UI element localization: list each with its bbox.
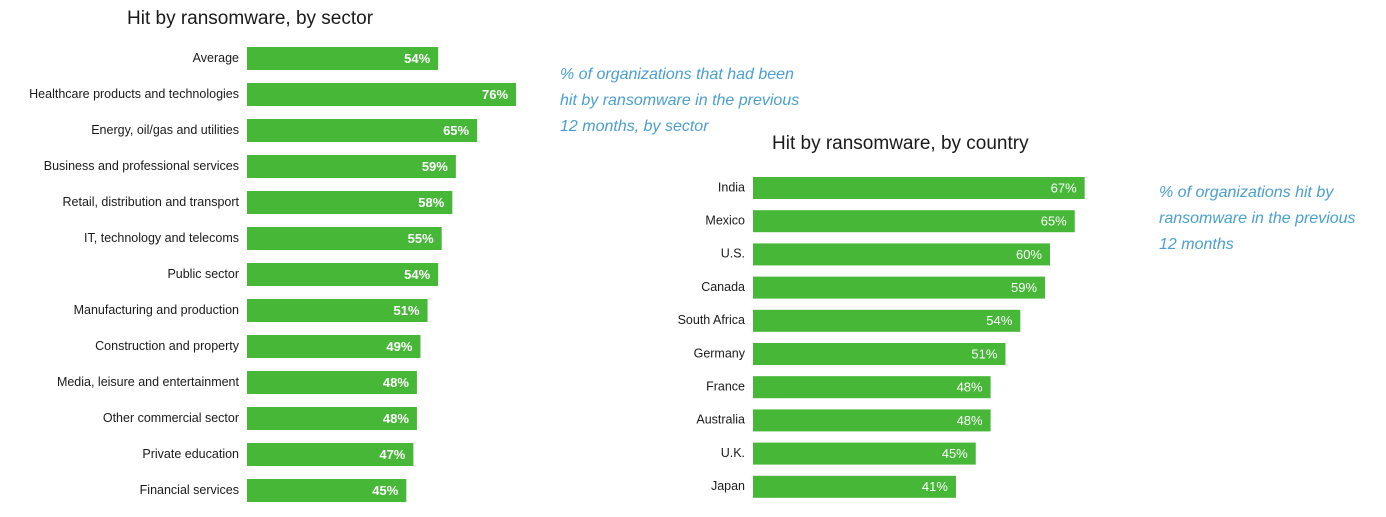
- sector-value-label: 55%: [408, 231, 434, 246]
- sector-bar: [247, 335, 421, 358]
- country-value-label: 59%: [1011, 280, 1037, 295]
- sector-chart-title: Hit by ransomware, by sector: [127, 8, 374, 29]
- sector-note-line: 12 months, by sector: [560, 118, 709, 135]
- sector-category-label: Healthcare products and technologies: [29, 87, 239, 101]
- sector-value-label: 51%: [394, 303, 420, 318]
- sector-category-label: Retail, distribution and transport: [63, 195, 240, 209]
- sector-value-label: 49%: [386, 339, 412, 354]
- country-category-label: Australia: [696, 413, 745, 427]
- sector-category-label: Other commercial sector: [103, 411, 239, 425]
- sector-bar: [247, 407, 417, 430]
- sector-bar: [247, 155, 456, 178]
- sector-value-label: 65%: [443, 123, 469, 138]
- country-category-label: Canada: [701, 280, 745, 294]
- country-bar: [753, 177, 1085, 199]
- sector-category-label: Public sector: [167, 267, 239, 281]
- country-value-label: 60%: [1016, 247, 1042, 262]
- country-bar: [753, 276, 1046, 299]
- country-chart-title: Hit by ransomware, by country: [772, 133, 1029, 154]
- country-value-label: 65%: [1041, 214, 1067, 229]
- country-category-label: U.K.: [721, 446, 745, 460]
- country-value-label: 48%: [957, 380, 983, 395]
- sector-value-label: 45%: [372, 483, 398, 498]
- country-category-label: U.S.: [721, 247, 745, 261]
- country-bar: [753, 376, 991, 399]
- sector-value-label: 58%: [418, 195, 444, 210]
- sector-bar: [247, 263, 439, 286]
- country-bar: [753, 475, 956, 498]
- sector-bar: [247, 299, 428, 322]
- sector-category-label: IT, technology and telecoms: [84, 231, 239, 245]
- country-value-label: 67%: [1051, 180, 1077, 195]
- sector-value-label: 59%: [422, 159, 448, 174]
- sector-bar: [247, 227, 442, 250]
- country-category-label: South Africa: [678, 313, 745, 327]
- sector-category-label: Media, leisure and entertainment: [57, 375, 240, 389]
- country-value-label: 45%: [942, 446, 968, 461]
- sector-note-line: % of organizations that had been: [560, 66, 794, 83]
- sector-bar: [247, 371, 417, 394]
- sector-category-label: Average: [193, 51, 239, 65]
- country-category-label: Mexico: [705, 213, 745, 227]
- country-category-label: Germany: [694, 346, 746, 360]
- country-chart-note: % of organizations hit by ransomware in …: [1159, 180, 1384, 258]
- country-bar: [753, 442, 976, 465]
- country-bar: [753, 243, 1050, 266]
- country-value-label: 51%: [971, 346, 997, 361]
- sector-value-label: 76%: [482, 87, 508, 102]
- sector-category-label: Manufacturing and production: [74, 303, 239, 317]
- sector-category-label: Business and professional services: [44, 159, 239, 173]
- sector-category-label: Construction and property: [95, 339, 240, 353]
- sector-value-label: 54%: [404, 51, 430, 66]
- sector-note-line: hit by ransomware in the previous: [560, 92, 800, 109]
- country-note-line: % of organizations hit by: [1159, 184, 1334, 201]
- country-bar: [753, 210, 1075, 233]
- country-note-line: ransomware in the previous: [1159, 210, 1356, 227]
- sector-value-label: 48%: [383, 411, 409, 426]
- sector-category-label: Private education: [142, 447, 239, 461]
- sector-category-label: Financial services: [140, 483, 239, 497]
- sector-bar: [247, 83, 517, 106]
- country-bar: [753, 409, 991, 432]
- sector-bar: [247, 119, 478, 142]
- country-category-label: France: [706, 379, 745, 393]
- sector-bar: [247, 479, 407, 502]
- sector-value-label: 48%: [383, 375, 409, 390]
- country-bar: [753, 343, 1006, 365]
- sector-value-label: 54%: [404, 267, 430, 282]
- sector-bar: [247, 47, 439, 70]
- sector-bar: [247, 443, 414, 466]
- country-value-label: 41%: [922, 479, 948, 494]
- country-value-label: 54%: [986, 313, 1012, 328]
- country-category-label: Japan: [711, 479, 745, 493]
- sector-value-label: 47%: [379, 447, 405, 462]
- sector-bar: [247, 191, 453, 214]
- sector-category-label: Energy, oil/gas and utilities: [91, 123, 239, 137]
- sector-chart-note: % of organizations that had been hit by …: [560, 62, 830, 140]
- country-note-line: 12 months: [1159, 236, 1234, 253]
- country-category-label: India: [718, 180, 745, 194]
- country-bar: [753, 309, 1021, 332]
- country-value-label: 48%: [957, 413, 983, 428]
